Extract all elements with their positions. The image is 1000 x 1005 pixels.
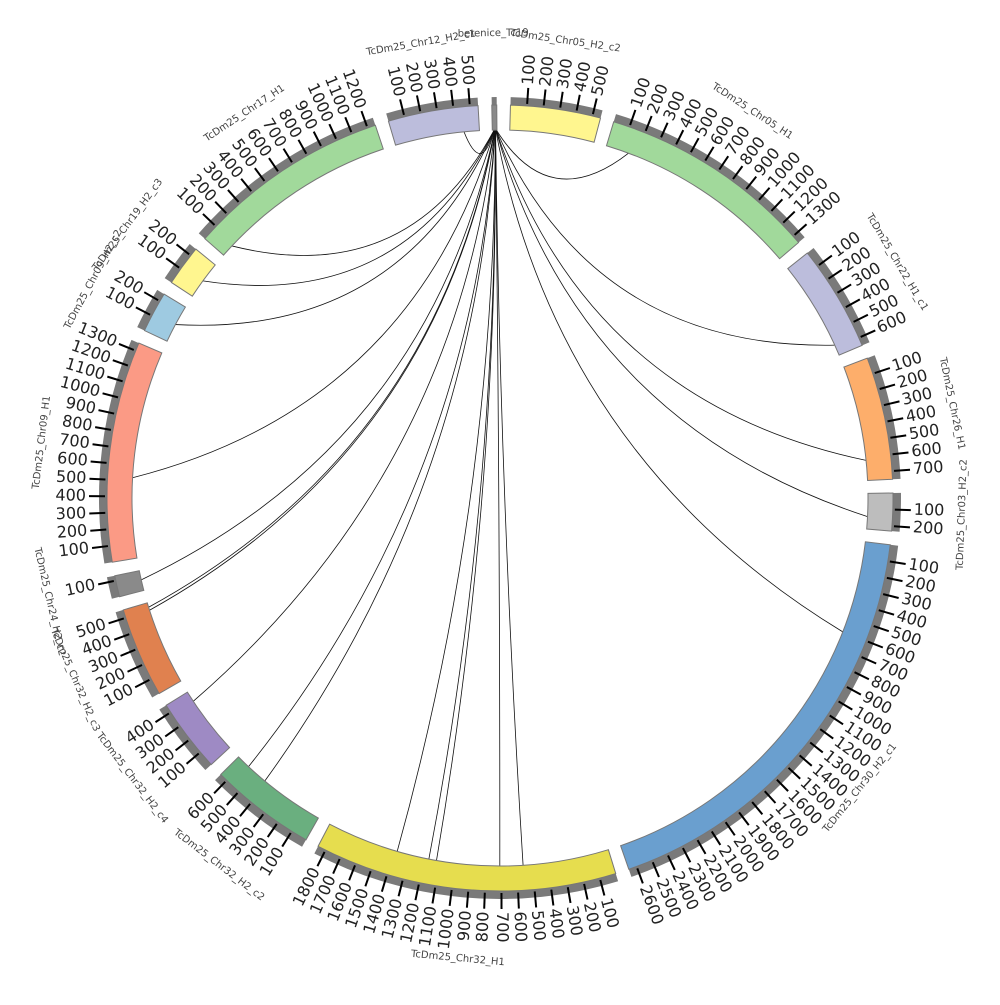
segment-TcDm25_Chr17_H1: 100200300400500600700800900100011001200T… bbox=[173, 66, 383, 255]
segment-name-label: TcDm25_Chr24_H2_c2 bbox=[31, 546, 67, 658]
segment-name-label: TcDm25_Chr05_H2_c2 bbox=[509, 28, 621, 55]
link-TcDm25_Chr32_H2_c2 bbox=[265, 130, 495, 781]
major-tick bbox=[90, 529, 106, 530]
tick-label: 800 bbox=[472, 911, 492, 942]
segment-TcDm25_Chr32_H1: 1002003004005006007008009001000110012001… bbox=[289, 824, 623, 968]
tick-label: 500 bbox=[56, 467, 87, 487]
tick-label: 400 bbox=[55, 485, 86, 504]
segment-arc bbox=[492, 105, 497, 130]
segment-TcDm25_Chr09_H1: 1002003004005006007008009001000110012001… bbox=[31, 318, 162, 564]
tick-label: 700 bbox=[493, 912, 512, 943]
segment-arc bbox=[115, 571, 144, 597]
major-tick bbox=[91, 462, 107, 463]
major-tick bbox=[518, 893, 519, 909]
segment-arc bbox=[844, 358, 893, 480]
major-tick bbox=[894, 470, 910, 471]
segment-name-label: TcDm25_Chr12_H2_c1 bbox=[364, 28, 476, 58]
segment-name-label: TcDm25_Chr09_H1 bbox=[31, 395, 53, 491]
tick-label: 200 bbox=[912, 517, 944, 538]
segment-arc bbox=[107, 343, 162, 562]
link-TcDm25_Chr32_H2_c2 bbox=[249, 130, 496, 767]
tick-label: 600 bbox=[511, 911, 531, 942]
tick-band bbox=[492, 97, 497, 105]
link-TcDm25_Chr32_H1 bbox=[429, 130, 495, 859]
segment-arc bbox=[318, 824, 616, 891]
major-tick bbox=[527, 88, 528, 104]
major-tick bbox=[89, 479, 105, 480]
links-layer bbox=[133, 130, 868, 866]
segment-arc bbox=[171, 249, 215, 296]
segment-TcDm25_Chr05_H1: 1002003004005006007008009001000110012001… bbox=[606, 75, 844, 259]
tick-label: 200 bbox=[56, 521, 88, 542]
segment-arc bbox=[621, 542, 891, 870]
major-tick bbox=[484, 893, 485, 909]
major-tick bbox=[468, 88, 469, 104]
segment-name-label: TcDm25_Chr03_H2_c2 bbox=[955, 459, 970, 571]
segment-arc bbox=[144, 294, 185, 341]
segment-name-label: TcDm25_Chr26_H1 bbox=[937, 356, 967, 451]
tick-label: 300 bbox=[55, 503, 86, 523]
major-tick bbox=[894, 526, 910, 527]
major-tick bbox=[89, 513, 105, 514]
tick-label: 500 bbox=[457, 54, 478, 86]
segment-name-label: TcDm25_Chr32_H1 bbox=[410, 949, 506, 969]
major-tick bbox=[535, 891, 536, 907]
segment-TcDm25_Chr30_H2_c1: 1002003004005006007008009001000110012001… bbox=[621, 542, 941, 928]
tick-label: 700 bbox=[912, 457, 944, 478]
link-TcDm25_Chr30_H2_c1 bbox=[496, 130, 843, 632]
major-tick bbox=[467, 892, 468, 908]
segment-arc bbox=[606, 122, 798, 259]
segment-arc bbox=[867, 493, 893, 531]
tick-label: 100 bbox=[63, 575, 97, 600]
